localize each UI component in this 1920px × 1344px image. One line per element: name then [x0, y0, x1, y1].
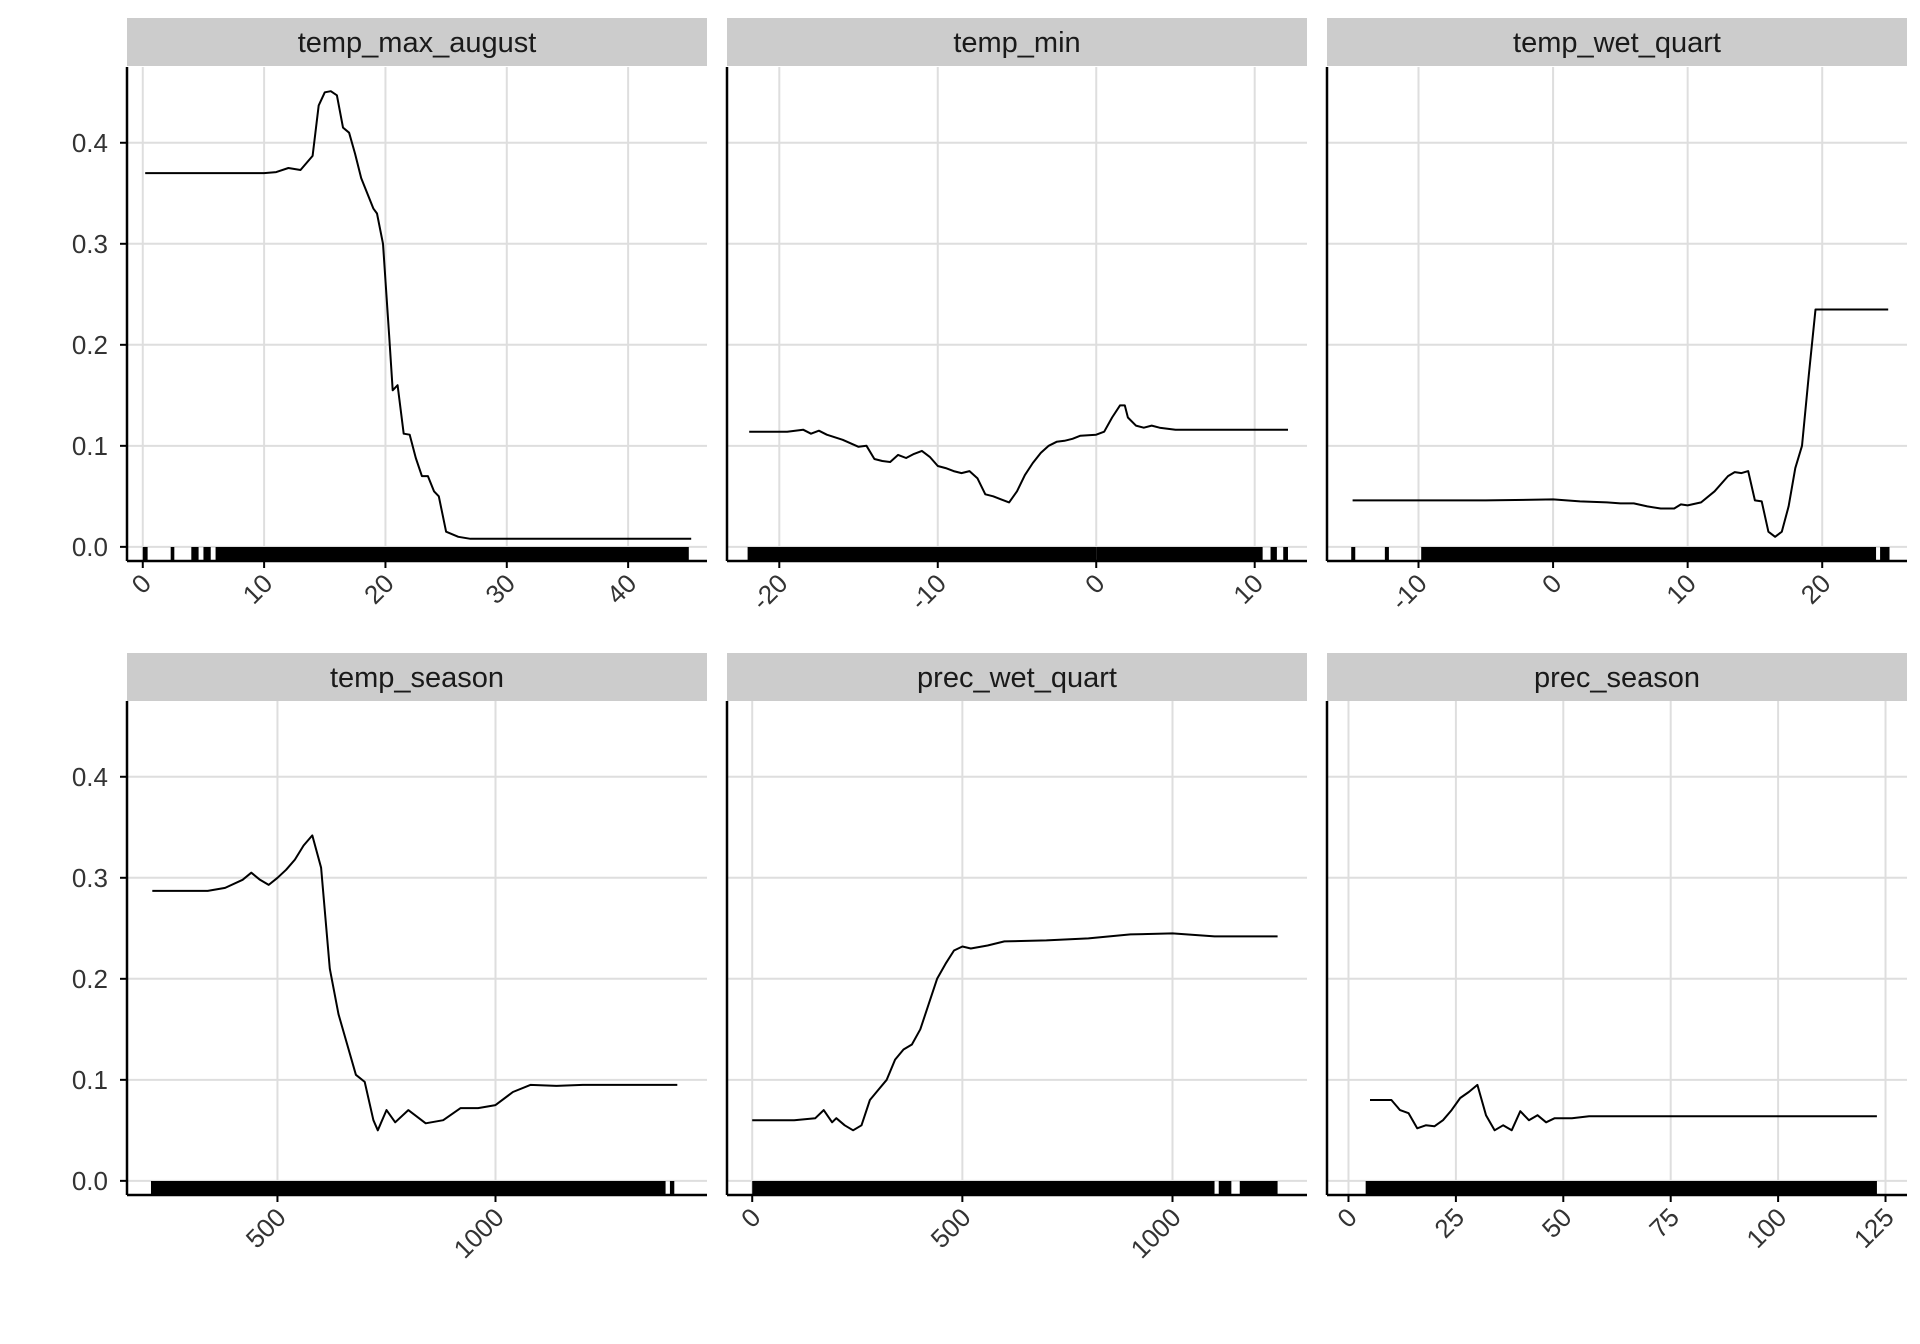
rug-segment [215, 547, 689, 561]
facet-strip: temp_season [127, 653, 707, 701]
series-line [752, 932, 1278, 1132]
facet-title: prec_wet_quart [917, 662, 1117, 694]
y-tick-label: 0.0 [72, 532, 108, 562]
facet-strip-background [1327, 653, 1907, 701]
series-line [152, 834, 678, 1132]
x-tick-label: 40 [601, 568, 643, 610]
rug-marks [1351, 547, 1890, 561]
x-tick-label: 20 [1795, 568, 1837, 610]
x-tick-label: -20 [746, 568, 794, 616]
series-line [1370, 1083, 1877, 1132]
gridlines [727, 701, 1307, 1195]
facet-strip: temp_min [727, 18, 1307, 66]
rug-segment [1365, 1181, 1877, 1195]
facet-panel-temp_max_august: temp_max_august 0 10 20 30 40 0.0 0.1 0.2 0.3 0.4 [72, 18, 707, 610]
x-tick-label: 25 [1428, 1202, 1470, 1244]
y-tick-label: 0.2 [72, 964, 108, 994]
x-tick-label: 0 [1536, 568, 1567, 599]
x-tick-label: 1000 [1125, 1202, 1187, 1264]
facet-panel-prec_wet_quart: prec_wet_quart 0 500 1000 [725, 653, 1307, 1264]
rug-segment [747, 547, 1097, 561]
x-tick-label: 125 [1848, 1202, 1900, 1254]
rug-segment [142, 547, 148, 561]
facet-title: temp_min [953, 27, 1080, 59]
y-tick-label: 0.0 [72, 1166, 108, 1196]
rug-segment [203, 547, 211, 561]
x-tick-label: 0 [126, 568, 157, 599]
rug-segment [191, 547, 199, 561]
facet-strip-background [127, 18, 707, 66]
gridlines [127, 67, 707, 561]
rug-segment [170, 547, 175, 561]
facet-strip: temp_wet_quart [1327, 18, 1907, 66]
rug-segment [1880, 547, 1890, 561]
gridlines [727, 67, 1307, 561]
x-tick-label: 75 [1643, 1202, 1685, 1244]
facet-panel-prec_season: prec_season 0 25 50 75 100 125 [1325, 653, 1907, 1254]
y-tick-label: 0.3 [72, 229, 108, 259]
series-line [145, 90, 692, 540]
facet-panel-temp_season: temp_season 500 1000 0.0 0.1 0.2 0.3 0.4 [72, 653, 707, 1264]
facet-title: temp_wet_quart [1513, 27, 1721, 59]
y-tick-label: 0.2 [72, 330, 108, 360]
x-tick-label: 500 [925, 1202, 977, 1254]
x-tick-label: 500 [240, 1202, 292, 1254]
facet-strip-background [727, 653, 1307, 701]
y-tick-label: 0.4 [72, 128, 108, 158]
x-tick-label: -10 [904, 568, 952, 616]
gridlines [1327, 67, 1907, 561]
series-line [749, 404, 1288, 504]
rug-segment [1218, 1181, 1232, 1195]
x-tick-label: 0 [735, 1202, 766, 1233]
rug-segment [752, 1181, 1215, 1195]
x-tick-label: -10 [1385, 568, 1433, 616]
rug-segment [1384, 547, 1389, 561]
x-tick-label: 50 [1536, 1202, 1578, 1244]
y-tick-label: 0.1 [72, 431, 108, 461]
y-tick-label: 0.3 [72, 863, 108, 893]
gridlines [1327, 701, 1907, 1195]
rug-marks [1365, 1181, 1877, 1195]
rug-segment [150, 1181, 666, 1195]
facet-title: temp_max_august [298, 27, 537, 59]
x-tick-label: 0 [1079, 568, 1110, 599]
facet-strip: prec_wet_quart [727, 653, 1307, 701]
facet-strip: prec_season [1327, 653, 1907, 701]
facet-strip-background [1327, 18, 1907, 66]
rug-marks [747, 547, 1288, 561]
rug-segment [1270, 547, 1277, 561]
rug-marks [142, 547, 689, 561]
facet-strip-background [127, 653, 707, 701]
x-tick-label: 10 [237, 568, 279, 610]
rug-segment [1351, 547, 1356, 561]
rug-marks [752, 1181, 1278, 1195]
x-tick-label: 30 [479, 568, 521, 610]
facet-panel-temp_min: temp_min -20 -10 0 10 [725, 18, 1307, 616]
gridlines [127, 701, 707, 1195]
y-tick-label: 0.1 [72, 1065, 108, 1095]
rug-segment [1239, 1181, 1278, 1195]
facet-title: temp_season [330, 662, 504, 694]
facet-strip-background [727, 18, 1307, 66]
x-tick-label: 1000 [448, 1202, 510, 1264]
facet-panel-temp_wet_quart: temp_wet_quart -10 0 10 20 [1325, 18, 1907, 616]
x-tick-label: 10 [1227, 568, 1269, 610]
series-line [1352, 308, 1889, 538]
y-tick-label: 0.4 [72, 762, 108, 792]
x-tick-label: 20 [358, 568, 400, 610]
rug-marks [150, 1181, 675, 1195]
facet-title: prec_season [1534, 662, 1700, 694]
x-tick-label: 100 [1740, 1202, 1792, 1254]
x-tick-label: 0 [1331, 1202, 1362, 1233]
rug-segment [1421, 547, 1877, 561]
x-tick-label: 10 [1660, 568, 1702, 610]
rug-segment [1096, 547, 1263, 561]
rug-segment [669, 1181, 675, 1195]
facet-strip: temp_max_august [127, 18, 707, 66]
rug-segment [1283, 547, 1288, 561]
